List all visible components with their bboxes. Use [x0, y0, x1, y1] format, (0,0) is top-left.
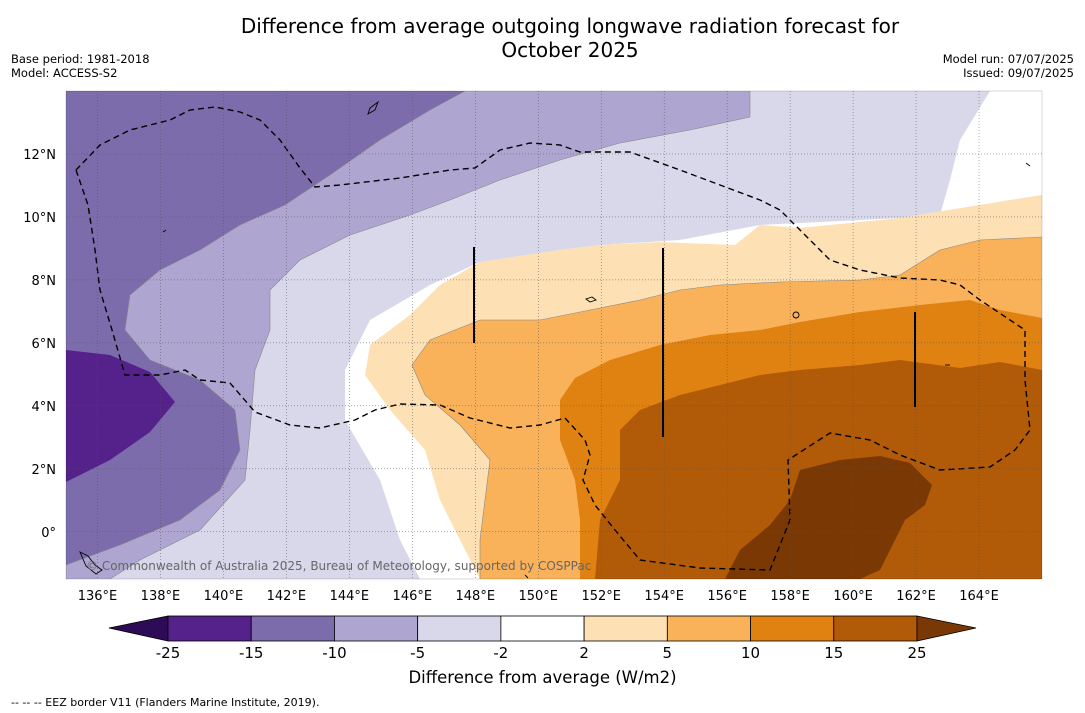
colorbar-box — [750, 615, 835, 642]
lat-tick-label: 2°N — [32, 463, 57, 478]
lat-tick-label: 4°N — [32, 400, 57, 415]
lat-tick-label: 6°N — [32, 337, 57, 352]
lat-tick-label: 0° — [41, 526, 56, 541]
lon-tick-label: 158°E — [770, 589, 810, 604]
island-outlines — [79, 100, 1031, 579]
lon-tick-label: 140°E — [204, 589, 244, 604]
colorbar-tick-label: 10 — [741, 644, 760, 662]
map-title: Difference from average outgoing longwav… — [170, 14, 970, 62]
lon-tick-label: 154°E — [644, 589, 684, 604]
lon-tick-label: 146°E — [393, 589, 433, 604]
copyright-notice: © Commonwealth of Australia 2025, Bureau… — [86, 559, 591, 573]
colorbar-tick-label: -15 — [239, 644, 264, 662]
lon-tick-label: 152°E — [581, 589, 621, 604]
colorbar-tick-label: -25 — [156, 644, 181, 662]
issued-date: Issued: 09/07/2025 — [963, 66, 1074, 80]
colorbar-box — [334, 615, 419, 642]
lon-tick-label: 164°E — [959, 589, 999, 604]
colorbar-tick-label: -2 — [493, 644, 508, 662]
lon-tick-label: 138°E — [141, 589, 181, 604]
colorbar-box — [833, 615, 918, 642]
eez-border-west — [75, 106, 1031, 571]
colorbar-tick-label: 2 — [579, 644, 589, 662]
colorbar-boxes — [167, 615, 918, 642]
longitude-labels: 136°E 138°E 140°E 142°E 144°E 146°E 148°E 150°E… — [78, 589, 999, 604]
anomaly-fields — [66, 91, 1042, 579]
lat-tick-label: 8°N — [32, 274, 57, 289]
colorbar: -25 -15 -10 -5 -2 2 5 10 15 25 — [108, 615, 977, 662]
field-violet — [66, 350, 175, 482]
lat-tick-label: 12°N — [23, 148, 56, 163]
model-run: Model run: 07/07/2025 — [942, 52, 1074, 66]
lon-tick-label: 156°E — [707, 589, 747, 604]
colorbar-tick-labels: -25 -15 -10 -5 -2 2 5 10 15 25 — [156, 644, 927, 662]
model-name: Model: ACCESS-S2 — [11, 66, 118, 80]
colorbar-box — [500, 615, 585, 642]
colorbar-box — [167, 615, 252, 642]
lat-tick-label: 10°N — [23, 211, 56, 226]
title-line-2: October 2025 — [501, 38, 639, 62]
lon-tick-label: 160°E — [833, 589, 873, 604]
colorbar-box — [666, 615, 751, 642]
title-line-1: Difference from average outgoing longwav… — [240, 14, 900, 38]
colorbar-box — [417, 615, 502, 642]
colorbar-tick-label: -10 — [322, 644, 347, 662]
base-period: Base period: 1981-2018 — [11, 52, 150, 66]
gridlines — [66, 91, 1042, 579]
lon-tick-label: 162°E — [896, 589, 936, 604]
colorbar-box — [250, 615, 335, 642]
colorbar-label: Difference from average (W/m2) — [408, 668, 677, 687]
latitude-labels: 12°N 10°N 8°N 6°N 4°N 2°N 0° — [23, 148, 56, 541]
lon-tick-label: 142°E — [267, 589, 307, 604]
lon-tick-label: 136°E — [78, 589, 118, 604]
colorbar-tick-label: -5 — [410, 644, 425, 662]
colorbar-tick-label: 15 — [824, 644, 843, 662]
colorbar-tick-label: 25 — [907, 644, 926, 662]
field-brown — [725, 456, 932, 579]
colorbar-max-triangle — [916, 615, 977, 642]
map-frame — [65, 90, 1043, 580]
run-info: Model run: 07/07/2025 Issued: 09/07/2025 — [943, 52, 1074, 80]
field-dark-lavender — [66, 91, 465, 565]
eez-legend: -- -- -- EEZ border V11 (Flanders Marine… — [11, 696, 320, 709]
lon-tick-label: 148°E — [456, 589, 496, 604]
lon-tick-label: 144°E — [330, 589, 370, 604]
lon-tick-label: 150°E — [518, 589, 558, 604]
colorbar-box — [583, 615, 668, 642]
fiji-markers — [473, 247, 916, 437]
colorbar-min-triangle — [108, 615, 169, 642]
contour-lines — [66, 91, 1042, 579]
colorbar-tick-label: 5 — [663, 644, 673, 662]
model-info: Base period: 1981-2018 Model: ACCESS-S2 — [11, 52, 150, 80]
